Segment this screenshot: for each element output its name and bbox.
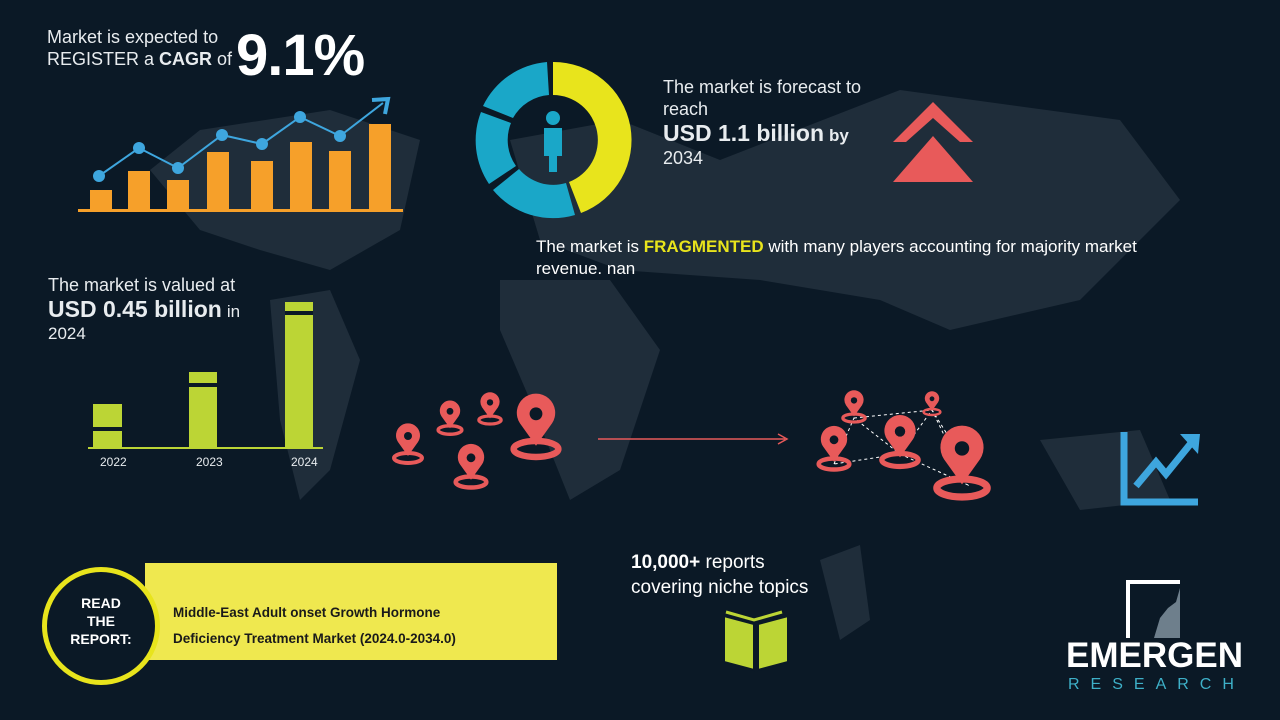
forecast-line2: reach (663, 99, 709, 119)
valued-line1: The market is valued at (48, 275, 236, 295)
bar-2022 (93, 404, 122, 448)
forecast-year: 2034 (663, 148, 704, 168)
bar (251, 161, 273, 210)
logo-name: EMERGEN (1066, 636, 1243, 675)
fragmented-highlight: FRAGMENTED (643, 237, 764, 256)
bar (207, 152, 229, 210)
cagr-bold: CAGR (159, 49, 213, 69)
forecast-line1: The market is forecast to (663, 77, 862, 97)
valued-text: The market is valued at USD 0.45 billion… (48, 274, 240, 345)
fragmented-suffix: with many players accounting for majorit… (763, 237, 1137, 256)
double-chevron-up-icon (893, 102, 973, 182)
book-icon (723, 610, 789, 672)
location-network-illustration (392, 390, 1020, 510)
year-label: 2023 (196, 455, 223, 469)
cagr-line1: Market is expected to (47, 27, 219, 47)
valued-year: 2024 (48, 324, 86, 343)
logo-sub: RESEARCH (1068, 676, 1245, 693)
valued-suffix: in (226, 302, 241, 321)
forecast-suffix: by (829, 126, 849, 145)
bar (90, 190, 112, 210)
cagr-text: Market is expected to REGISTER a CAGR of (47, 26, 232, 70)
report-title-line1: Middle-East Adult onset Growth Hormone (173, 605, 441, 620)
bar (369, 124, 391, 210)
bar (329, 151, 351, 210)
fragmented-prefix: The market is (536, 237, 644, 256)
trend-up-icon (1120, 432, 1200, 506)
reports-line2: covering niche topics (631, 577, 809, 598)
bar-2024 (285, 302, 313, 448)
cagr-line2-c: of (212, 49, 233, 69)
bar (167, 180, 189, 210)
report-title-banner[interactable]: Middle-East Adult onset Growth Hormone D… (145, 563, 557, 660)
cagr-value: 9.1% (236, 23, 365, 88)
read-label: REPORT: (70, 631, 132, 647)
growth-chart-icon (78, 96, 403, 212)
read-the-report-badge[interactable]: READ THE REPORT: (42, 567, 160, 685)
reports-count: 10,000+ (631, 552, 701, 573)
cagr-line2-a: REGISTER a (47, 49, 160, 69)
forecast-value: USD 1.1 billion (663, 120, 825, 146)
year-label: 2022 (100, 455, 127, 469)
cagr-line2: REGISTER a CAGR of (47, 48, 232, 70)
forecast-text: The market is forecast to reach USD 1.1 … (663, 76, 861, 169)
reports-text: 10,000+ reports covering niche topics (631, 550, 808, 600)
year-label: 2024 (291, 455, 318, 469)
read-label: THE (87, 613, 115, 629)
bar (290, 142, 312, 210)
fragmented-text: The market is FRAGMENTED with many playe… (536, 236, 1216, 280)
emergen-logo-mark (1126, 580, 1180, 638)
market-size-bars (88, 302, 323, 449)
read-label: READ (81, 595, 121, 611)
valued-value: USD 0.45 billion (48, 296, 222, 322)
report-title-line2: Deficiency Treatment Market (2024.0-2034… (173, 631, 456, 646)
reports-rest: reports (700, 552, 765, 573)
donut-chart-icon (475, 61, 632, 219)
fragmented-line2: revenue. nan (536, 259, 636, 278)
bar (128, 171, 150, 210)
